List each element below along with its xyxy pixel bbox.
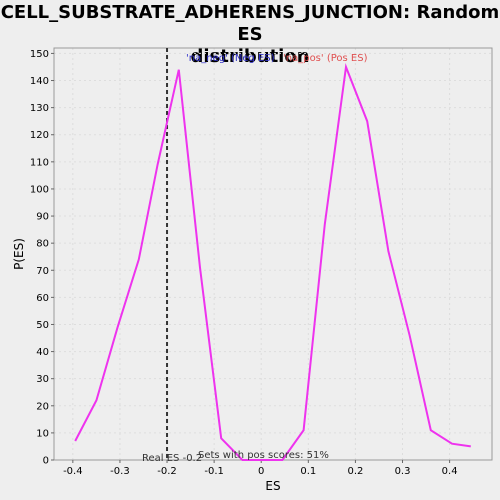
real-es-label: Real ES -0.2 — [142, 453, 202, 464]
x-tick-label: 0.3 — [395, 466, 411, 477]
y-tick-label: 50 — [36, 320, 49, 331]
y-tick-label: 10 — [36, 428, 49, 439]
y-tick-label: 30 — [36, 374, 49, 385]
x-tick-label: 0 — [258, 466, 264, 477]
x-tick-label: -0.2 — [157, 466, 177, 477]
axes: 0 10 20 30 40 50 60 70 80 90 100 110 120 130 140 150 -0.… — [30, 49, 458, 477]
y-tick-label: 110 — [30, 157, 49, 168]
y-tick-label: 150 — [30, 49, 49, 60]
x-tick-label: -0.3 — [110, 466, 130, 477]
chart-title: CELL_SUBSTRATE_ADHERENS_JUNCTION: Random… — [0, 2, 500, 68]
x-tick-label: 0.2 — [347, 466, 363, 477]
y-tick-label: 130 — [30, 103, 49, 114]
x-tick-label: 0.1 — [300, 466, 316, 477]
y-tick-label: 80 — [36, 239, 49, 250]
grid — [54, 48, 492, 461]
y-tick-label: 90 — [36, 212, 49, 223]
y-tick-label: 100 — [30, 184, 49, 195]
x-tick-label: -0.1 — [204, 466, 224, 477]
legend-entry-pos: 'na_pos' (Pos ES) — [283, 53, 368, 64]
y-tick-label: 20 — [36, 401, 49, 412]
y-axis-title: P(ES) — [12, 238, 26, 270]
legend-entry-neg: 'na_neg' (Neg ES) — [186, 53, 275, 64]
chart-title-line1: CELL_SUBSTRATE_ADHERENS_JUNCTION: Random… — [0, 2, 500, 45]
series-line — [74, 63, 471, 461]
legend: 'na_neg' (Neg ES) 'na_pos' (Pos ES) — [186, 53, 368, 64]
x-tick-label: 0.4 — [442, 466, 458, 477]
x-axis-title: ES — [265, 479, 280, 493]
y-tick-label: 40 — [36, 347, 49, 358]
chart-title-line2: distribution — [190, 46, 310, 67]
y-tick-label: 140 — [30, 76, 49, 87]
pos-scores-label: Sets with pos scores: 51% — [198, 450, 329, 461]
x-tick-label: -0.4 — [63, 466, 83, 477]
y-tick-label: 120 — [30, 130, 49, 141]
y-tick-label: 0 — [43, 456, 49, 467]
y-tick-label: 70 — [36, 266, 49, 277]
y-tick-label: 60 — [36, 293, 49, 304]
